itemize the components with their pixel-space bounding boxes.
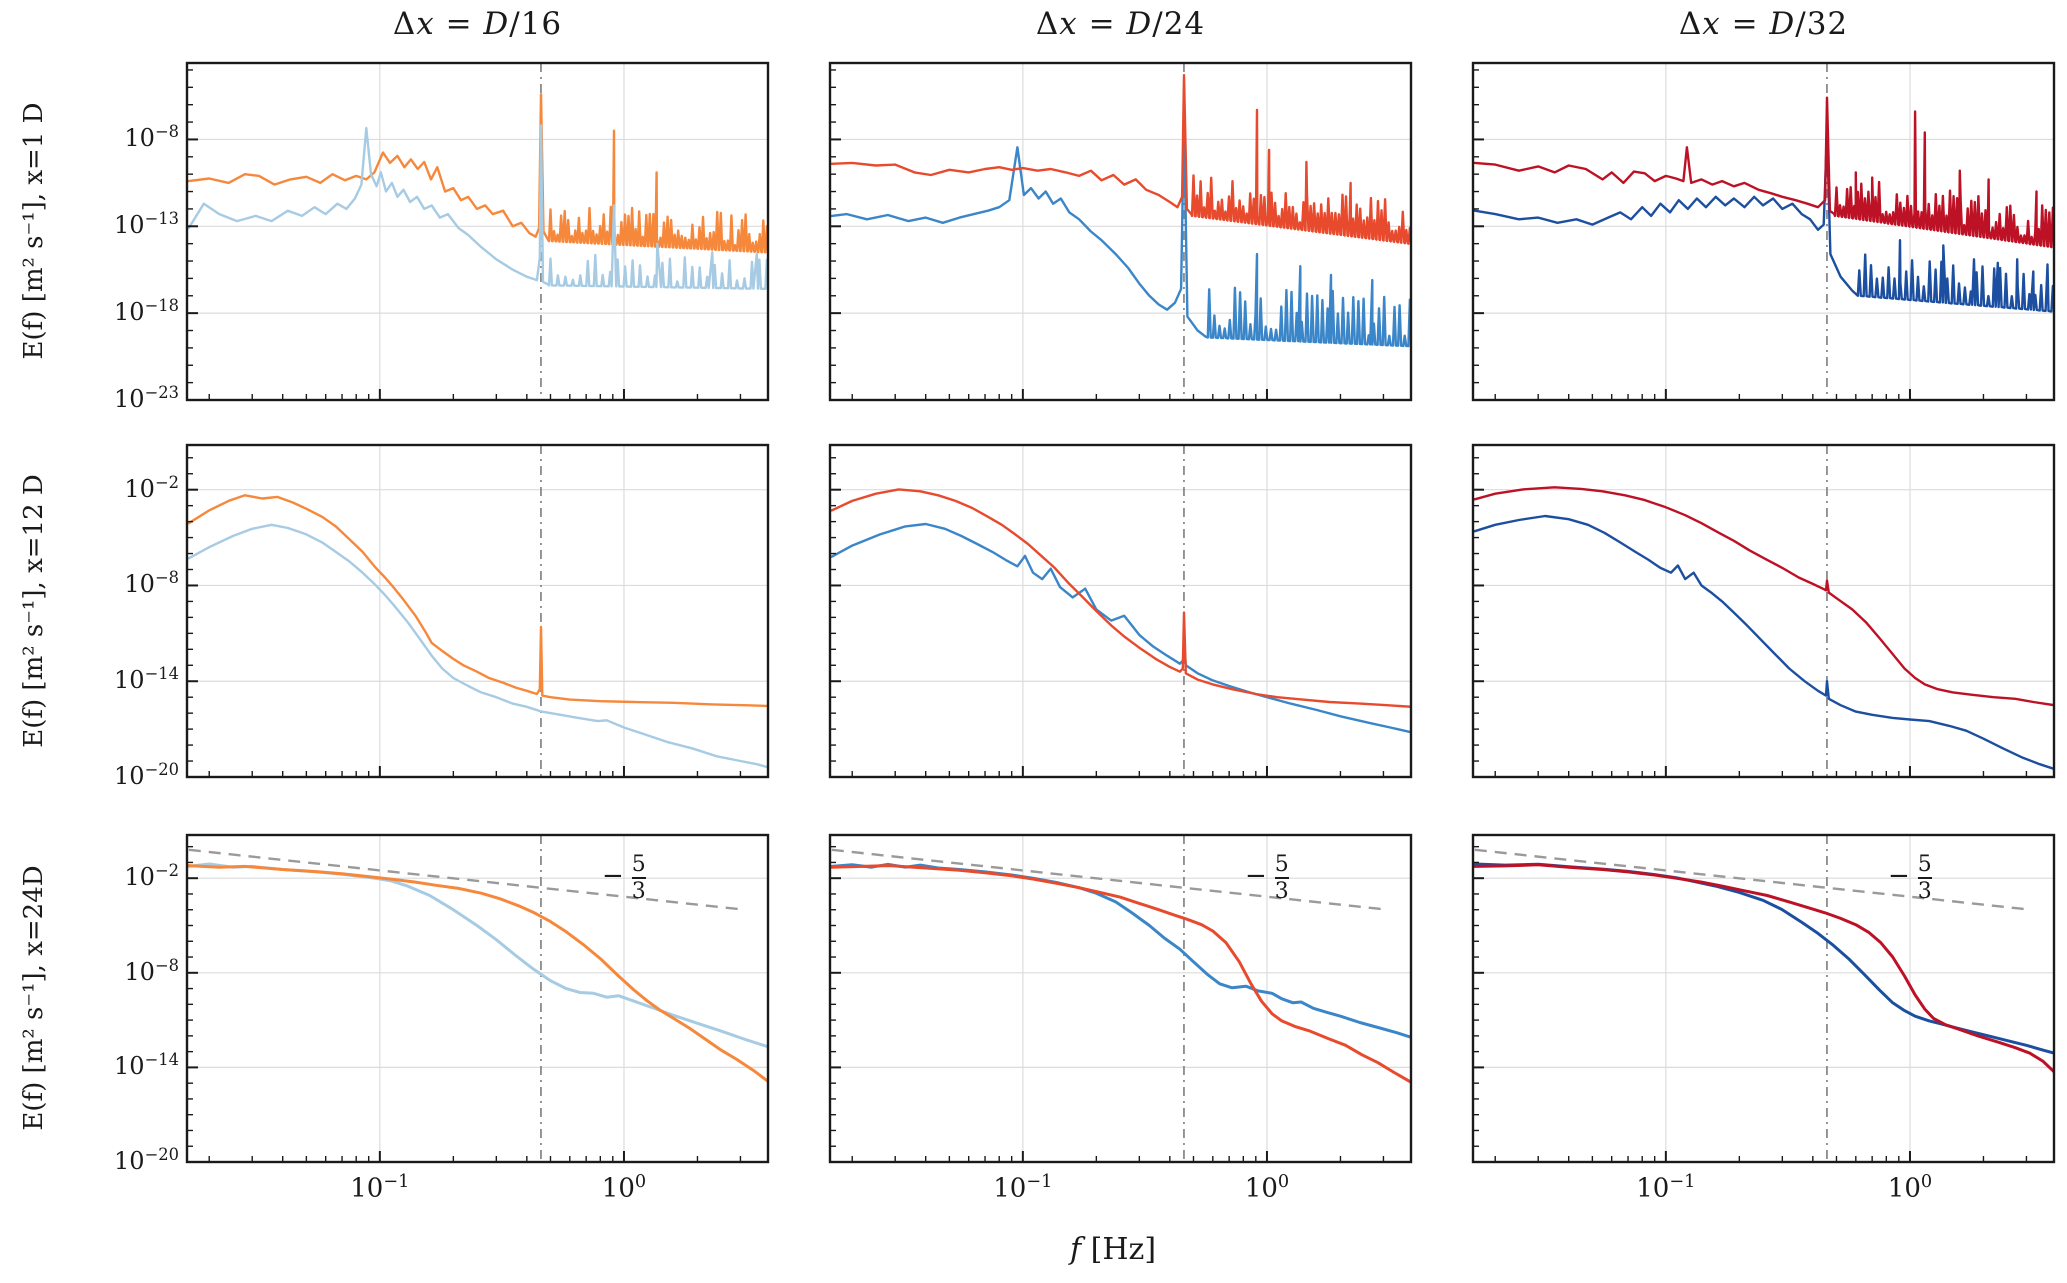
series-dark-red — [1474, 486, 2053, 707]
series-red — [831, 488, 1410, 708]
slope-minus: − — [1888, 861, 1910, 892]
column-title-dx24: Δx = D/24 — [830, 6, 1411, 42]
axis-ticks — [1473, 457, 2028, 778]
x-tick-label: 10−1 — [350, 1172, 410, 1204]
panel-r3c2 — [828, 833, 1413, 1164]
series-orange — [188, 864, 767, 1083]
y-tick-label: 10−2 — [124, 472, 179, 503]
axis-ticks — [830, 69, 1385, 401]
series-light-blue — [188, 124, 767, 290]
series-blue — [831, 113, 1410, 348]
panel-r3c1 — [185, 833, 770, 1164]
fraction-bar — [1917, 877, 1932, 880]
x-tick-label: 10−1 — [993, 1172, 1053, 1204]
y-tick-label: 10−13 — [114, 209, 179, 240]
x-tick-label: 100 — [1887, 1172, 1933, 1204]
slope-denominator: 3 — [1917, 879, 1932, 905]
column-title-dx32: Δx = D/32 — [1473, 6, 2054, 42]
panel-r3c3 — [1471, 833, 2056, 1164]
series-red — [831, 864, 1410, 1084]
title-rest: /24 — [1152, 6, 1206, 42]
slope-numerator: 5 — [1274, 852, 1289, 877]
y-tick-label: 10−8 — [124, 568, 179, 599]
panel-r1c3 — [1471, 61, 2056, 402]
series-light-blue — [188, 523, 767, 769]
y-tick-label: 10−8 — [124, 122, 179, 153]
kolmogorov-slope-label: −5 3 — [1888, 853, 1932, 903]
x-axis-label-var: f — [1070, 1232, 1082, 1267]
x-tick-label: 100 — [601, 1172, 647, 1204]
axis-ticks — [1473, 845, 2028, 1163]
y-axis-label-row1: E(f) [m² s⁻¹], x=1 D — [19, 102, 49, 360]
title-delta: Δ — [1678, 6, 1703, 42]
slope-numerator: 5 — [631, 852, 646, 877]
title-var: x — [1059, 6, 1078, 42]
series-dark-red — [1474, 96, 2053, 249]
slope-denominator: 3 — [631, 879, 646, 905]
panel-r2c3 — [1471, 443, 2056, 779]
title-var: x — [1702, 6, 1721, 42]
y-tick-label: 10−18 — [114, 296, 179, 327]
slope-denominator: 3 — [1274, 879, 1289, 905]
title-rest: /32 — [1795, 6, 1849, 42]
panel-r1c1 — [185, 61, 770, 402]
series-navy — [1474, 862, 2053, 1055]
series-navy — [1474, 131, 2053, 313]
title-rest: /16 — [509, 6, 563, 42]
kolmogorov-slope-label: −5 3 — [1245, 853, 1289, 903]
y-axis-label-row2: E(f) [m² s⁻¹], x=12 D — [19, 474, 49, 748]
series-orange — [188, 93, 767, 254]
y-tick-label: 10−14 — [114, 664, 179, 695]
axis-ticks — [1473, 69, 2028, 401]
title-delta: Δ — [1035, 6, 1060, 42]
x-axis-label-unit: [Hz] — [1081, 1232, 1157, 1267]
y-tick-label: 10−2 — [124, 861, 179, 892]
title-eq: = — [1720, 6, 1770, 42]
axis-ticks — [187, 845, 742, 1163]
title-var: x — [416, 6, 435, 42]
y-tick-label: 10−14 — [114, 1050, 179, 1081]
y-tick-label: 10−20 — [114, 760, 179, 790]
x-tick-label: 100 — [1244, 1172, 1290, 1204]
kolmogorov-slope-label: −5 3 — [602, 853, 646, 903]
x-tick-label: 10−1 — [1636, 1172, 1696, 1204]
panel-r2c1 — [185, 443, 770, 779]
column-title-dx16: Δx = D/16 — [187, 6, 768, 42]
axis-ticks — [187, 457, 742, 778]
fraction-bar — [631, 877, 646, 880]
series-red — [831, 74, 1410, 245]
title-eq: = — [1077, 6, 1127, 42]
title-eq: = — [434, 6, 484, 42]
fraction-bar — [1274, 877, 1289, 880]
slope-minus: − — [1245, 861, 1267, 892]
y-tick-label: 10−23 — [114, 383, 179, 413]
y-axis-label-row3: E(f) [m² s⁻¹], x=24D — [19, 865, 49, 1131]
slope-minus: − — [602, 861, 624, 892]
title-delta: Δ — [392, 6, 417, 42]
panel-r1c2 — [828, 61, 1413, 402]
x-axis-label: f [Hz] — [1070, 1232, 1156, 1267]
series-dark-red — [1474, 863, 2053, 1073]
series-blue — [831, 862, 1410, 1039]
title-var2: D — [1769, 6, 1796, 42]
series-orange — [188, 494, 767, 708]
panel-r2c2 — [828, 443, 1413, 779]
title-var2: D — [1126, 6, 1153, 42]
title-var2: D — [483, 6, 510, 42]
slope-numerator: 5 — [1917, 852, 1932, 877]
series-navy — [1474, 514, 2053, 770]
y-tick-label: 10−20 — [114, 1145, 179, 1175]
y-tick-label: 10−8 — [124, 955, 179, 986]
